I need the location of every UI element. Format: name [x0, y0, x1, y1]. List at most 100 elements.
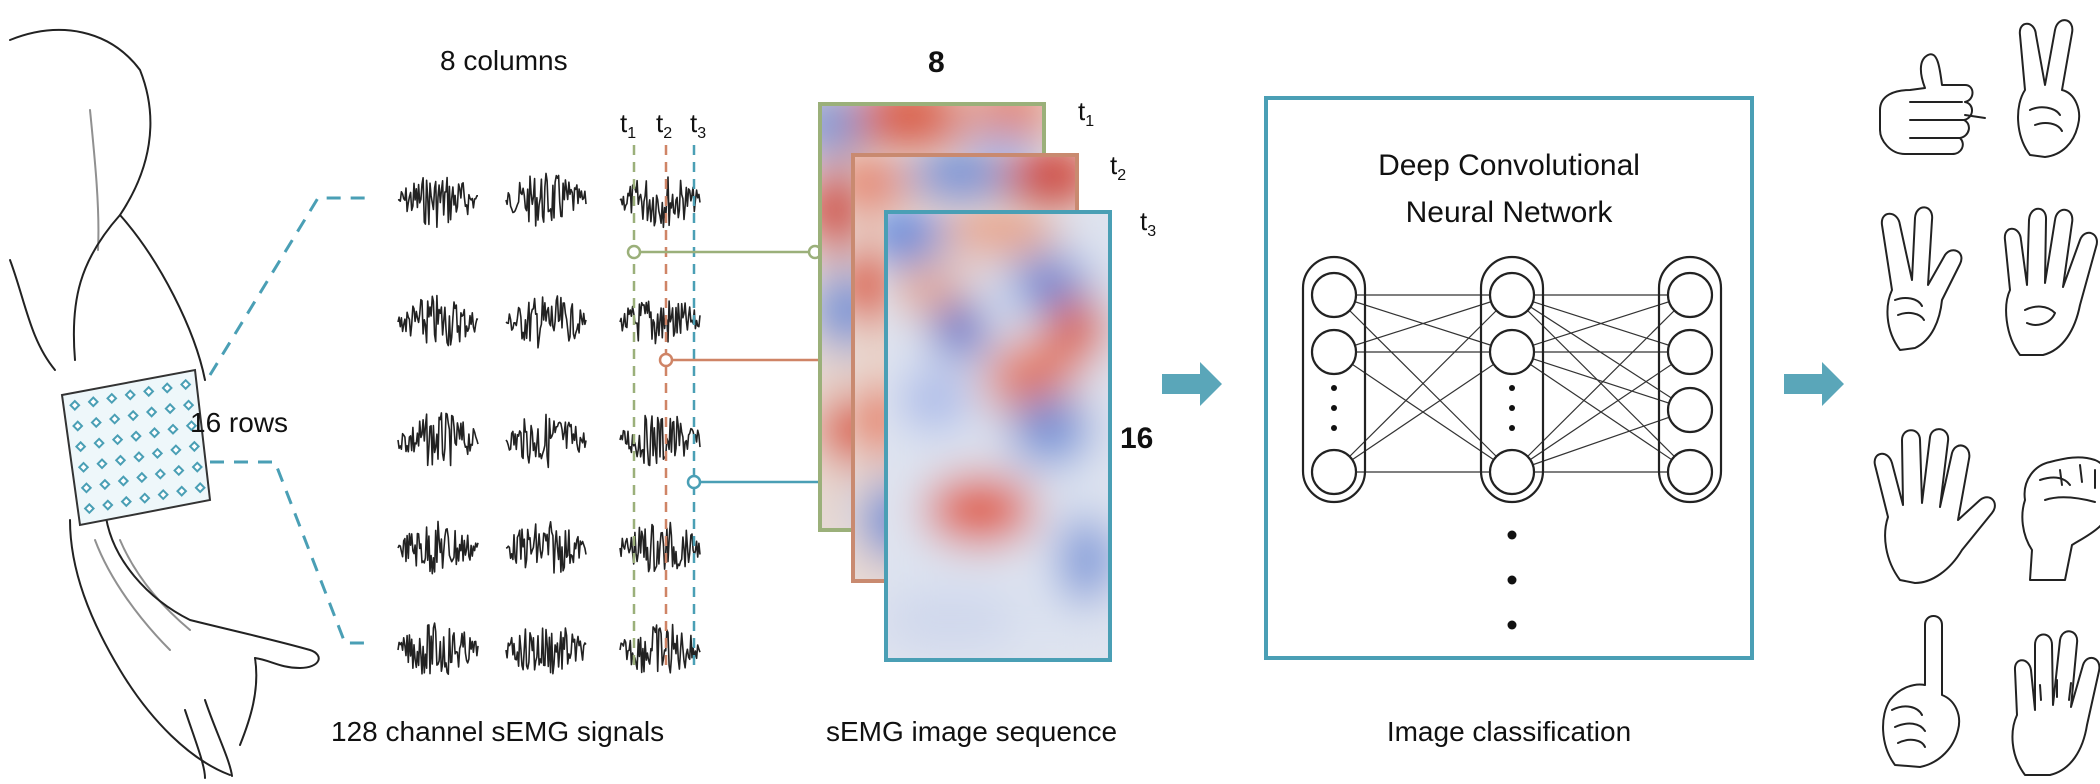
index-up-icon: [1882, 615, 1961, 768]
emg-signal-trace: [505, 521, 587, 574]
nn-node: [1310, 448, 1358, 496]
emg-signal-trace: [619, 521, 701, 573]
electrode-sleeve: [60, 368, 212, 527]
thumbs-up-icon: [1879, 53, 1986, 155]
nn-connection: [1511, 294, 1691, 353]
signals-caption: 128 channel sEMG signals: [331, 716, 664, 747]
hidden-layer: [1479, 255, 1545, 504]
t3-label: t3: [690, 108, 706, 142]
fist-icon: [2021, 456, 2100, 581]
t1-label: t1: [620, 108, 636, 142]
cnn-title-line1: Deep Convolutional: [1378, 149, 1640, 182]
electrode: [83, 502, 95, 515]
electrode: [69, 399, 81, 411]
forearm-illustration: [9, 29, 320, 779]
emg-signal-trace: [397, 294, 479, 347]
time-marker-lines: [632, 145, 696, 672]
electrode: [120, 495, 132, 508]
output-layer: [1657, 255, 1723, 504]
electrode: [99, 478, 111, 491]
nn-node: [1666, 386, 1714, 434]
electrode: [102, 499, 114, 511]
electrode: [167, 423, 179, 435]
electrode: [124, 389, 136, 401]
nn-node: [1488, 448, 1536, 496]
nn-connection: [1511, 351, 1691, 411]
emg-signal-trace: [619, 414, 701, 467]
emg-signal-trace: [619, 623, 701, 674]
electrode: [191, 461, 203, 473]
electrode: [114, 454, 127, 466]
electrode: [90, 416, 102, 429]
emg-signal-trace: [505, 295, 587, 349]
electrode: [139, 492, 151, 504]
electrode: [143, 385, 155, 398]
emg-signal-trace: [505, 172, 587, 227]
electrode: [154, 468, 166, 480]
electrode: [170, 444, 182, 456]
electrode: [182, 399, 195, 411]
nn-node: [1310, 271, 1358, 319]
sequence-caption: sEMG image sequence: [826, 716, 1117, 747]
electrode: [96, 458, 108, 470]
emg-signal-trace: [505, 413, 587, 469]
electrode: [194, 482, 206, 494]
emg-signal-grid: [397, 172, 701, 675]
electrode: [188, 440, 201, 453]
emg-signal-trace: [619, 176, 701, 229]
electrode: [87, 396, 99, 408]
electrode: [127, 409, 139, 422]
electrode: [164, 402, 176, 415]
electrode: [161, 382, 173, 394]
image-width-label: 8: [928, 46, 945, 79]
nn-connection: [1511, 351, 1691, 473]
arrow-right-icon: [1784, 362, 1844, 406]
nn-connection: [1511, 409, 1691, 473]
electrode: [111, 433, 124, 446]
electrode: [185, 420, 198, 432]
electrode: [173, 464, 185, 477]
three-fingers-icon: [1880, 206, 1963, 351]
electrode: [77, 461, 90, 473]
electrode: [106, 392, 118, 405]
emg-signal-trace: [619, 300, 701, 345]
electrode: [93, 437, 105, 449]
frame-t3-label: t3: [1140, 206, 1156, 240]
electrode: [74, 440, 87, 453]
palm-back-icon: [2011, 630, 2100, 776]
nn-connection: [1333, 294, 1513, 473]
nn-node: [1666, 328, 1714, 376]
cnn-title-line2: Neural Network: [1406, 196, 1614, 229]
victory-icon: [2017, 19, 2081, 158]
nn-connection: [1511, 294, 1691, 473]
frame-t1-label: t1: [1078, 96, 1094, 130]
electrode: [145, 406, 158, 418]
electrode: [151, 447, 164, 460]
electrode: [109, 413, 121, 425]
classification-caption: Image classification: [1387, 716, 1631, 747]
emg-signal-trace: [505, 627, 587, 675]
open-palm-icon: [1873, 428, 1996, 584]
leader-lines: [208, 196, 372, 645]
electrode: [80, 482, 93, 494]
gesture-icons: [1873, 19, 2100, 776]
nn-node: [1488, 271, 1536, 319]
semg-frame-t3: t3: [884, 206, 1156, 662]
electrode: [130, 430, 142, 442]
nn-node: [1666, 271, 1714, 319]
nn-connection: [1333, 294, 1513, 353]
input-layer: [1301, 255, 1367, 504]
electrode: [117, 475, 130, 487]
electrode: [157, 488, 169, 501]
image-height-label: 16: [1120, 422, 1153, 455]
cnn-panel: Deep Convolutional Neural Network: [1264, 96, 1754, 660]
emg-signal-trace: [397, 622, 479, 675]
emg-signal-trace: [397, 176, 478, 228]
four-fingers-icon: [2003, 207, 2098, 356]
time-marker-labels: t1 t2 t3: [620, 108, 706, 142]
arrow-right-icon: [1162, 362, 1222, 406]
columns-label: 8 columns: [440, 45, 568, 76]
emg-signal-trace: [397, 412, 479, 467]
electrode: [72, 420, 84, 432]
